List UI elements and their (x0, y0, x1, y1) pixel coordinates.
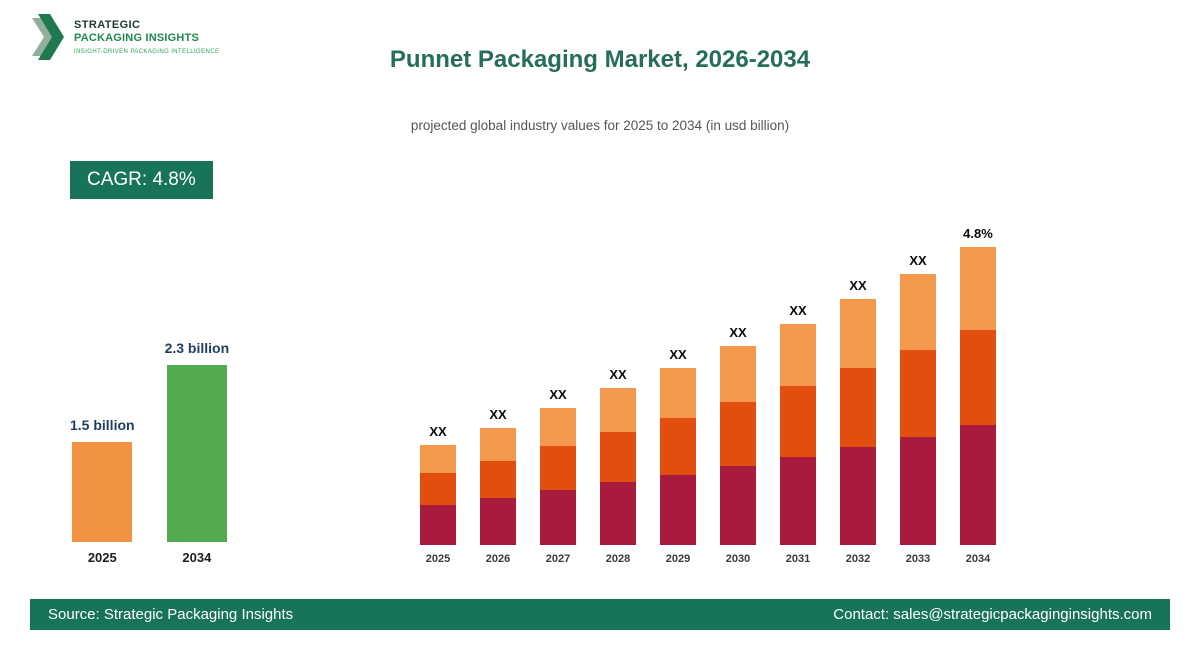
stacked-bar (480, 428, 516, 545)
stacked-bar (420, 445, 456, 545)
stacked-bar-year-label: 2025 (425, 553, 451, 565)
segment-bottom (660, 475, 696, 545)
cagr-badge: CAGR: 4.8% (70, 161, 213, 199)
segment-top (600, 388, 636, 432)
mini-bar (166, 365, 227, 542)
stacked-bar-label: XX (909, 253, 927, 268)
stacked-bar (840, 299, 876, 545)
brand-tagline: INSIGHT-DRIVEN PACKAGING INTELLIGENCE (74, 49, 220, 56)
stacked-bar-group: 4.8% 2034 (960, 226, 996, 565)
stacked-bar-group: XX 2033 (900, 253, 936, 565)
stacked-bar-year-label: 2034 (965, 553, 991, 565)
segment-bottom (780, 457, 816, 545)
stacked-bar-group: XX 2029 (660, 347, 696, 565)
stacked-bar-group: XX 2026 (480, 407, 516, 565)
segment-bottom (600, 482, 636, 545)
stacked-bar-group: XX 2028 (600, 367, 636, 565)
mini-bar-value-label: 2.3 billion (164, 340, 230, 356)
segment-middle (660, 418, 696, 475)
segment-top (540, 408, 576, 446)
segment-middle (540, 446, 576, 490)
segment-top (960, 247, 996, 330)
stacked-bar-year-label: 2030 (725, 553, 751, 565)
segment-top (480, 428, 516, 461)
stacked-bar (540, 408, 576, 545)
stacked-bar-year-label: 2033 (905, 553, 931, 565)
page-title: Punnet Packaging Market, 2026-2034 (389, 46, 811, 73)
segment-bottom (420, 505, 456, 545)
stacked-bar-label: XX (789, 303, 807, 318)
brand-text: STRATEGIC PACKAGING INSIGHTS INSIGHT-DRI… (74, 19, 219, 55)
mini-bar-year-label: 2025 (87, 550, 117, 565)
stacked-projection-chart: XX 2025 XX 2026 XX 2027 XX 2028 XX 2029 XX 2030 XX 20… (420, 226, 996, 565)
brand-chevron-icon (32, 14, 64, 60)
stacked-bar-year-label: 2028 (605, 553, 631, 565)
stacked-bar-label: XX (489, 407, 507, 422)
stacked-bar-label: XX (729, 325, 747, 340)
segment-middle (480, 461, 516, 498)
stacked-bar-label: XX (549, 387, 567, 402)
stacked-bar (660, 368, 696, 545)
brand-name-line1: STRATEGIC (74, 18, 141, 31)
segment-middle (900, 350, 936, 437)
stacked-bar-year-label: 2027 (545, 553, 571, 565)
brand-name-line2: PACKAGING INSIGHTS (74, 32, 200, 44)
mini-bar-year-label: 2034 (182, 550, 212, 565)
stacked-bar-label: XX (429, 424, 447, 439)
segment-bottom (480, 498, 516, 545)
segment-bottom (540, 490, 576, 545)
stacked-bar-group: XX 2027 (540, 387, 576, 565)
page-subtitle: projected global industry values for 202… (410, 118, 790, 133)
segment-bottom (840, 447, 876, 545)
stacked-bar-year-label: 2032 (845, 553, 871, 565)
mini-bar-group: 2.3 billion 2034 (165, 340, 230, 565)
segment-middle (600, 432, 636, 482)
footer-source: Source: Strategic Packaging Insights (48, 606, 294, 623)
segment-middle (720, 402, 756, 466)
stacked-bar-year-label: 2031 (785, 553, 811, 565)
segment-bottom (720, 466, 756, 545)
brand-logo: STRATEGIC PACKAGING INSIGHTS INSIGHT-DRI… (30, 12, 219, 62)
stacked-bar-label: 4.8% (963, 226, 993, 241)
mini-bar-value-label: 1.5 billion (70, 417, 135, 433)
stacked-bar (900, 274, 936, 545)
segment-middle (780, 386, 816, 457)
segment-middle (840, 368, 876, 447)
stacked-bar-group: XX 2025 (420, 424, 456, 565)
footer-bar: Source: Strategic Packaging Insights Con… (30, 599, 1170, 630)
mini-bar (72, 442, 133, 542)
stacked-bar-label: XX (609, 367, 627, 382)
stacked-bar-group: XX 2032 (840, 278, 876, 565)
segment-top (780, 324, 816, 386)
stacked-bar (720, 346, 756, 545)
stacked-bar (600, 388, 636, 545)
stacked-bar-label: XX (849, 278, 867, 293)
segment-bottom (960, 425, 996, 545)
segment-top (660, 368, 696, 418)
segment-top (720, 346, 756, 402)
stacked-bar (960, 247, 996, 545)
segment-middle (420, 473, 456, 505)
stacked-bar-year-label: 2026 (485, 553, 511, 565)
mini-bar-group: 1.5 billion 2025 (70, 417, 135, 565)
stacked-bar-label: XX (669, 347, 687, 362)
segment-top (900, 274, 936, 350)
stacked-bar-group: XX 2030 (720, 325, 756, 565)
stacked-bar-group: XX 2031 (780, 303, 816, 565)
growth-comparison-chart: 1.5 billion 2025 2.3 billion 2034 (70, 340, 229, 565)
segment-middle (960, 330, 996, 425)
segment-top (840, 299, 876, 368)
stacked-bar-year-label: 2029 (665, 553, 691, 565)
segment-top (420, 445, 456, 473)
segment-bottom (900, 437, 936, 545)
footer-contact: Contact: sales@strategicpackaginginsight… (833, 606, 1152, 623)
stacked-bar (780, 324, 816, 545)
